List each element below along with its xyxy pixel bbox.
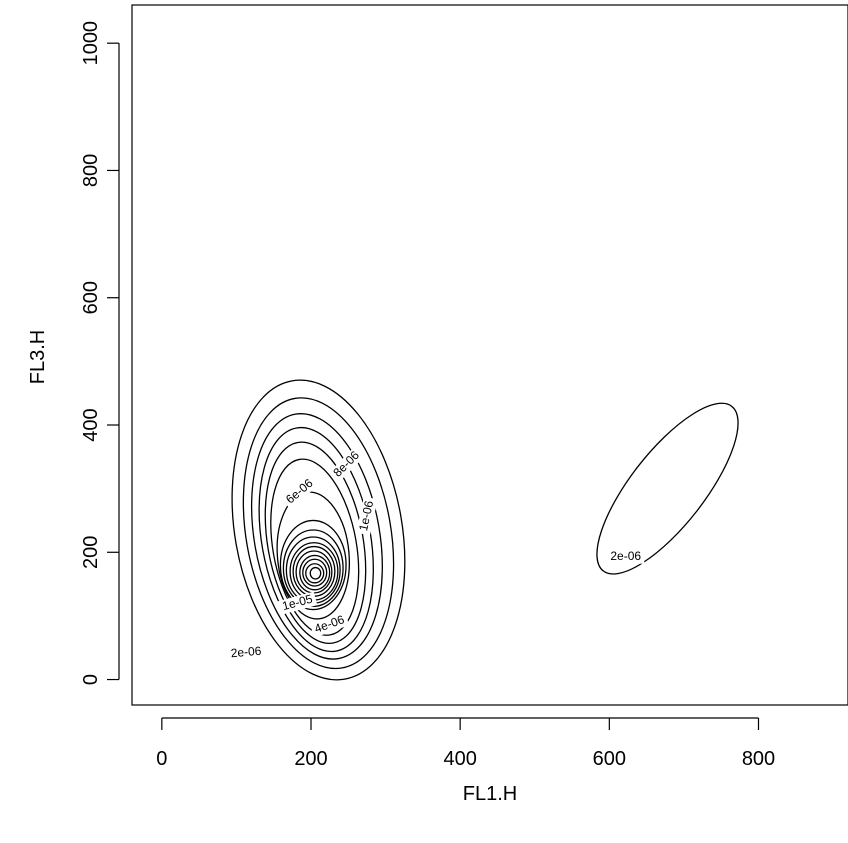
x-tick-label: 200 bbox=[294, 748, 327, 770]
contour-line bbox=[596, 402, 739, 575]
x-axis: 0 200 400 600 800 bbox=[156, 717, 775, 770]
x-tick-label: 800 bbox=[742, 748, 775, 770]
contour-line bbox=[305, 563, 325, 584]
contour-line bbox=[309, 566, 322, 580]
contour-line bbox=[250, 413, 383, 660]
contour-label-background bbox=[227, 644, 266, 662]
y-tick-label: 400 bbox=[80, 408, 102, 441]
y-tick-label: 0 bbox=[80, 674, 102, 685]
contour-label-background bbox=[309, 611, 350, 638]
y-tick-label: 800 bbox=[80, 154, 102, 187]
x-tick-label: 600 bbox=[593, 748, 626, 770]
contour-level-label: 1e-06 bbox=[356, 499, 376, 532]
contour-line bbox=[242, 397, 395, 670]
contour-line bbox=[264, 441, 367, 644]
plot-frame bbox=[131, 4, 848, 706]
x-tick-label: 0 bbox=[156, 748, 167, 770]
y-axis-title: FL3.H bbox=[27, 330, 49, 384]
contour-level-label: 2e-06 bbox=[230, 644, 262, 661]
contour-label-background bbox=[277, 591, 318, 615]
y-tick-label: 600 bbox=[80, 281, 102, 314]
contour-level-label: 2e-06 bbox=[610, 549, 641, 563]
contour-line bbox=[282, 529, 344, 608]
contour-line bbox=[231, 379, 406, 681]
contour-label-background bbox=[281, 474, 319, 510]
contour-label-background bbox=[356, 496, 378, 536]
contour-label-background bbox=[607, 549, 645, 564]
y-tick-label: 1000 bbox=[80, 21, 102, 66]
x-tick-label: 400 bbox=[443, 748, 476, 770]
contour-line bbox=[302, 558, 328, 587]
y-tick-label: 200 bbox=[80, 536, 102, 569]
contour-label-background bbox=[328, 446, 365, 483]
contour-line bbox=[279, 519, 347, 611]
contour-line bbox=[270, 458, 360, 636]
contour-line bbox=[299, 554, 331, 591]
x-axis-title: FL1.H bbox=[463, 783, 517, 805]
y-axis: 0 200 400 600 800 1000 bbox=[80, 21, 120, 685]
